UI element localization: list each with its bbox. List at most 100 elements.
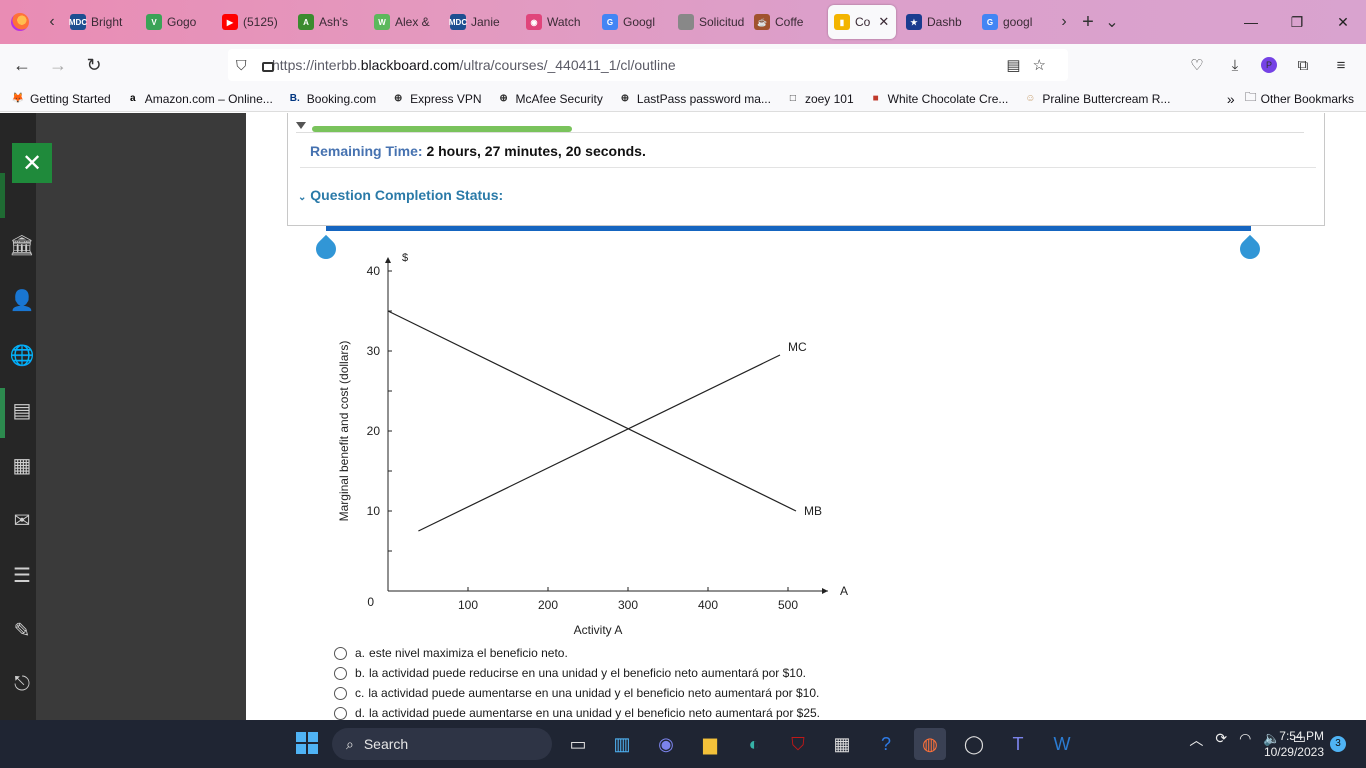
start-icon[interactable] bbox=[296, 732, 318, 754]
store-icon[interactable]: ▦ bbox=[833, 733, 851, 754]
remaining-time-label: Remaining Time: bbox=[310, 143, 423, 159]
address-bar[interactable]: ⛉ https://interbb.blackboard.com/ultra/c… bbox=[228, 49, 1068, 81]
tracking-shield-icon[interactable]: ⛉ bbox=[236, 56, 247, 73]
chat-icon[interactable]: ◉ bbox=[658, 733, 674, 754]
answer-text: la actividad puede aumentarse en una uni… bbox=[369, 706, 820, 720]
battery-icon[interactable]: ▭ bbox=[1292, 730, 1306, 746]
grades-icon[interactable]: ☰ bbox=[13, 565, 31, 587]
tab-scroll-left-icon[interactable]: ‹ bbox=[49, 13, 55, 30]
courses-icon[interactable]: ▤ bbox=[12, 400, 32, 422]
tab-scroll-right-icon[interactable]: › bbox=[1061, 13, 1067, 30]
firefox-taskbar-icon[interactable]: ◍ bbox=[914, 728, 946, 760]
bookmark-8[interactable]: ☺ Praline Buttercream R... bbox=[1022, 91, 1170, 107]
close-panel-button[interactable]: ✕ bbox=[12, 143, 52, 183]
other-bookmarks[interactable]: 🗀 Other Bookmarks bbox=[1245, 88, 1354, 109]
more-bookmarks-icon[interactable]: » bbox=[1226, 90, 1235, 107]
tab-label: Gogo bbox=[167, 15, 197, 29]
task-view-icon[interactable]: ▭ bbox=[569, 733, 587, 754]
new-tab-icon[interactable]: + bbox=[1082, 10, 1094, 33]
mcafee-icon[interactable]: ⛉ bbox=[791, 733, 805, 754]
bookmark-0[interactable]: 🦊 Getting Started bbox=[10, 91, 111, 107]
file-explorer-icon[interactable]: ▆ bbox=[703, 733, 717, 754]
downloads-icon[interactable]: ⤓ bbox=[1231, 56, 1239, 74]
tab-favicon-icon: G bbox=[602, 14, 618, 30]
tab-8[interactable]: Solicitud S bbox=[672, 5, 748, 39]
bookmark-4[interactable]: ⊕ McAfee Security bbox=[496, 91, 603, 107]
tab-11[interactable]: ★ Dashb bbox=[900, 5, 976, 39]
bookmark-icon: ☺ bbox=[1025, 93, 1036, 104]
forward-icon[interactable]: → bbox=[49, 54, 67, 75]
tray-chevron-icon[interactable]: ︿ bbox=[1189, 732, 1204, 748]
restore-icon[interactable]: ❐ bbox=[1290, 13, 1304, 30]
wifi-icon[interactable]: ◠ bbox=[1239, 730, 1252, 746]
list-tabs-icon[interactable]: ⌄ bbox=[1105, 14, 1119, 31]
tab-2[interactable]: ▶ (5125) bbox=[216, 5, 292, 39]
clock[interactable]: 7:54 PM 10/29/2023 bbox=[1263, 729, 1324, 759]
url-text[interactable]: https://interbb.blackboard.com/ultra/cou… bbox=[272, 57, 676, 73]
teams-icon[interactable]: T bbox=[1012, 733, 1024, 754]
globe-icon[interactable]: 🌐 bbox=[9, 345, 35, 367]
collapse-icon[interactable] bbox=[296, 122, 306, 129]
taskbar: ⌕ Search ▭ ▥ ◉ ▆ ◐ ⛉ ▦ ? ◍ ◯ T W ︿ ⟳ ◠ 🔈 … bbox=[0, 720, 1366, 768]
bookmark-3[interactable]: ⊕ Express VPN bbox=[390, 91, 482, 107]
tab-9[interactable]: ☕ Coffe bbox=[748, 5, 824, 39]
bookmark-7[interactable]: ■ White Chocolate Cre... bbox=[868, 91, 1009, 107]
progress-bar bbox=[312, 126, 572, 132]
search-icon: ⌕ bbox=[346, 735, 354, 752]
tab-1[interactable]: V Gogo bbox=[140, 5, 216, 39]
messages-icon[interactable]: ✉ bbox=[13, 510, 31, 532]
tab-10[interactable]: ▮ Co ✕ bbox=[828, 5, 896, 39]
back-icon[interactable]: ← bbox=[13, 54, 31, 75]
close-window-icon[interactable]: ✕ bbox=[1337, 13, 1349, 30]
answer-radio[interactable] bbox=[334, 666, 347, 680]
bookmark-star-icon[interactable]: ☆ bbox=[1032, 57, 1058, 74]
account-avatar[interactable]: P bbox=[1261, 57, 1277, 73]
bookmark-2[interactable]: B. Booking.com bbox=[287, 91, 376, 107]
y-tick-label: 30 bbox=[367, 344, 381, 358]
bookmark-label: Praline Buttercream R... bbox=[1042, 91, 1171, 106]
question-completion-status[interactable]: ⌄ Question Completion Status: bbox=[298, 187, 504, 203]
answer-radio[interactable] bbox=[334, 686, 347, 700]
help-icon[interactable]: ? bbox=[880, 733, 891, 754]
profile-icon[interactable]: 👤 bbox=[9, 290, 35, 312]
tab-4[interactable]: W Alex & bbox=[368, 5, 444, 39]
answer-option-3[interactable]: d. la actividad puede aumentarse en una u… bbox=[334, 703, 820, 723]
firefox-menu-icon[interactable] bbox=[0, 0, 40, 44]
answer-option-0[interactable]: a. este nivel maximiza el beneficio neto. bbox=[334, 643, 820, 663]
extensions-icon[interactable]: ⧉ bbox=[1297, 56, 1309, 74]
word-icon[interactable]: W bbox=[1053, 733, 1071, 754]
sync-icon[interactable]: ⟳ bbox=[1215, 730, 1228, 746]
bookmark-6[interactable]: □ zoey 101 bbox=[785, 91, 854, 107]
bookmark-1[interactable]: a Amazon.com – Online... bbox=[125, 91, 273, 107]
menu-icon[interactable]: ≡ bbox=[1336, 56, 1346, 74]
lock-icon[interactable] bbox=[262, 62, 274, 72]
test-content: Remaining Time: 2 hours, 27 minutes, 20 … bbox=[246, 113, 1366, 720]
taskbar-search[interactable]: ⌕ Search bbox=[332, 728, 552, 760]
widgets-icon[interactable]: ▥ bbox=[613, 733, 631, 754]
reader-view-icon[interactable]: ▤ bbox=[1006, 57, 1033, 74]
close-tab-icon[interactable]: ✕ bbox=[878, 14, 890, 29]
institution-icon[interactable]: 🏛 bbox=[9, 235, 35, 257]
reload-icon[interactable]: ↻ bbox=[86, 54, 102, 75]
tab-7[interactable]: G Googl bbox=[596, 5, 672, 39]
tab-3[interactable]: A Ash's bbox=[292, 5, 368, 39]
tab-6[interactable]: ◉ Watch bbox=[520, 5, 596, 39]
answer-radio[interactable] bbox=[334, 646, 347, 660]
sign-out-icon[interactable]: ⎋ bbox=[14, 673, 30, 695]
selection-handle-right[interactable] bbox=[1235, 234, 1265, 264]
notification-badge[interactable]: 3 bbox=[1330, 736, 1346, 752]
answer-radio[interactable] bbox=[334, 706, 347, 720]
tools-icon[interactable]: ✎ bbox=[13, 620, 31, 642]
answer-option-1[interactable]: b. la actividad puede reducirse en una un… bbox=[334, 663, 820, 683]
tab-0[interactable]: MDC Bright bbox=[64, 5, 140, 39]
answer-option-2[interactable]: c. la actividad puede aumentarse en una u… bbox=[334, 683, 820, 703]
calendar-icon[interactable]: ▦ bbox=[12, 455, 32, 477]
volume-icon[interactable]: 🔈 bbox=[1263, 730, 1281, 746]
bookmark-5[interactable]: ⊕ LastPass password ma... bbox=[617, 91, 771, 107]
obs-icon[interactable]: ◯ bbox=[963, 733, 985, 754]
tab-5[interactable]: MDC Janie bbox=[444, 5, 520, 39]
minimize-icon[interactable]: — bbox=[1244, 13, 1258, 30]
edge-icon[interactable]: ◐ bbox=[748, 733, 760, 754]
pocket-icon[interactable]: ♡ bbox=[1190, 57, 1204, 74]
